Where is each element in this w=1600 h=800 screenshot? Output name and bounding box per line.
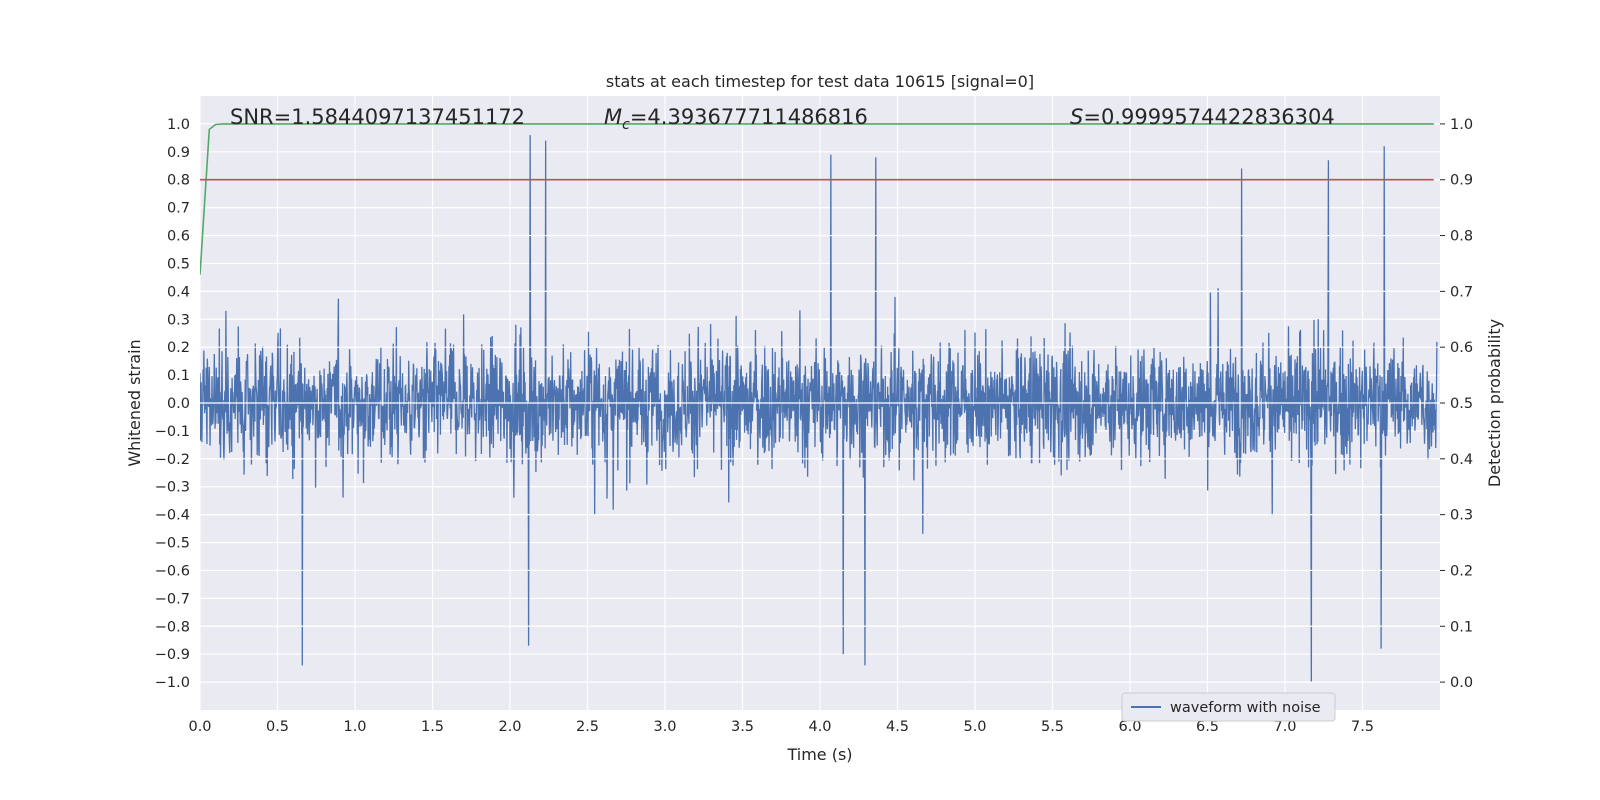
x-tick-label: 1.5 xyxy=(421,719,444,735)
y2-tick-label: 0.8 xyxy=(1450,229,1473,245)
y2-tick-label: 0.1 xyxy=(1450,619,1473,635)
y-tick-label: −0.6 xyxy=(155,563,190,579)
axis-ticks: 0.0 0.5 1.0 1.5 2.0 2.5 3.0 3.5 4.0 4.5 5.0 5.5 6.0 6… xyxy=(155,117,1473,735)
waveform-series xyxy=(200,135,1438,683)
y-tick-label: 0.0 xyxy=(167,396,190,412)
y2-tick-label: 0.4 xyxy=(1450,452,1473,468)
y-tick-label: 0.5 xyxy=(167,256,190,272)
x-tick-label: 5.0 xyxy=(963,719,986,735)
waveform-line xyxy=(200,135,1438,683)
x-tick-label: 6.5 xyxy=(1196,719,1219,735)
y-tick-label: −0.7 xyxy=(155,591,190,607)
y2-tick-label: 0.6 xyxy=(1450,340,1473,356)
legend: waveform with noise xyxy=(1121,692,1336,722)
y-tick-label: −1.0 xyxy=(155,675,190,691)
y-tick-label: −0.9 xyxy=(155,647,190,663)
y-tick-label: 0.8 xyxy=(167,173,190,189)
legend-label: waveform with noise xyxy=(1170,700,1321,716)
x-axis-label: Time (s) xyxy=(786,745,852,764)
x-tick-label: 1.0 xyxy=(343,719,366,735)
y2-tick-label: 1.0 xyxy=(1450,117,1473,133)
legend-box xyxy=(1121,692,1336,722)
x-tick-label: 2.0 xyxy=(498,719,521,735)
y-tick-label: −0.5 xyxy=(155,536,190,552)
x-tick-label: 4.5 xyxy=(886,719,909,735)
y-tick-label: 0.4 xyxy=(167,284,190,300)
x-tick-label: 3.5 xyxy=(731,719,754,735)
chart-title: stats at each timestep for test data 106… xyxy=(606,72,1034,91)
x-tick-label: 0.0 xyxy=(188,719,211,735)
detection-probability-line xyxy=(200,123,1434,275)
y-tick-label: 1.0 xyxy=(167,117,190,133)
y2-tick-label: 0.5 xyxy=(1450,396,1473,412)
x-tick-label: 2.5 xyxy=(576,719,599,735)
x-tick-label: 6.0 xyxy=(1118,719,1141,735)
chirp-mass-value: =4.393677711486816 xyxy=(630,105,868,129)
chirp-mass-annotation: Mc=4.393677711486816 xyxy=(604,105,868,133)
x-tick-label: 3.0 xyxy=(653,719,676,735)
y2-tick-label: 0.9 xyxy=(1450,173,1473,189)
probability-series xyxy=(200,123,1434,275)
y-tick-label: 0.1 xyxy=(167,368,190,384)
y-tick-label: −0.3 xyxy=(155,480,190,496)
y2-tick-label: 0.0 xyxy=(1450,675,1473,691)
y-tick-label: −0.2 xyxy=(155,452,190,468)
y-tick-label: −0.8 xyxy=(155,619,190,635)
y-tick-label: −0.4 xyxy=(155,508,190,524)
y2-tick-label: 0.3 xyxy=(1450,508,1473,524)
chirp-mass-subscript: c xyxy=(622,117,630,133)
y-axis-label: Whitened strain xyxy=(125,339,144,466)
y-tick-label: 0.6 xyxy=(167,229,190,245)
y-tick-label: −0.1 xyxy=(155,424,190,440)
x-tick-label: 7.0 xyxy=(1273,719,1296,735)
y2-axis-label: Detection probability xyxy=(1485,319,1504,487)
y-tick-label: 0.2 xyxy=(167,340,190,356)
score-symbol: S xyxy=(1070,105,1083,129)
score-annotation: S=0.9999574422836304 xyxy=(1070,105,1335,129)
y2-tick-label: 0.7 xyxy=(1450,284,1473,300)
chirp-mass-symbol: M xyxy=(604,105,622,129)
snr-annotation: SNR=1.5844097137451172 xyxy=(230,105,525,129)
y-tick-label: 0.9 xyxy=(167,145,190,161)
y-tick-label: 0.3 xyxy=(167,312,190,328)
x-tick-label: 4.0 xyxy=(808,719,831,735)
y-tick-label: 0.7 xyxy=(167,201,190,217)
x-tick-label: 7.5 xyxy=(1351,719,1374,735)
x-tick-label: 5.5 xyxy=(1041,719,1064,735)
x-tick-label: 0.5 xyxy=(266,719,289,735)
y2-tick-label: 0.2 xyxy=(1450,563,1473,579)
score-value: =0.9999574422836304 xyxy=(1083,105,1334,129)
